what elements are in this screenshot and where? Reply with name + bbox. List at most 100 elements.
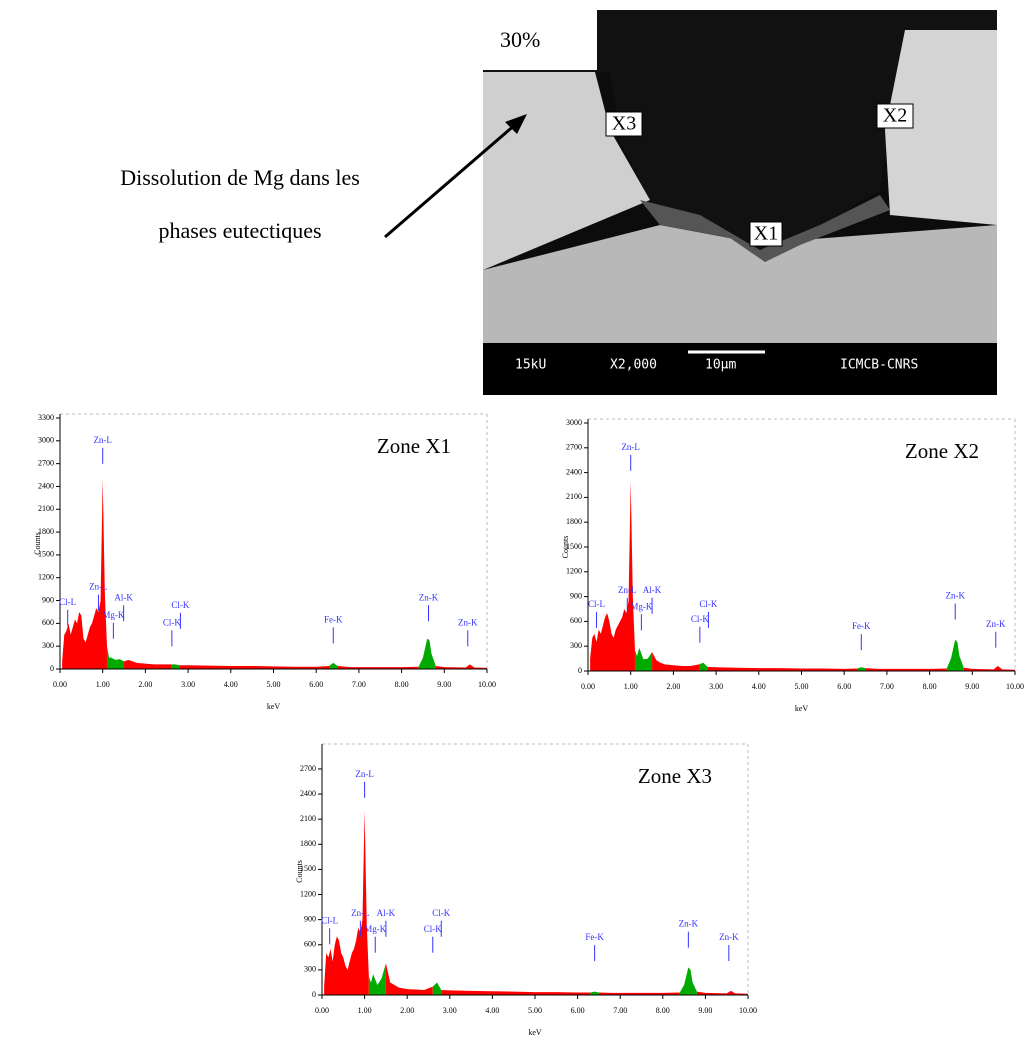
x-tick-label: 5.00 <box>267 680 281 689</box>
y-tick-label: 2400 <box>300 789 316 798</box>
y-tick-label: 1200 <box>38 573 54 582</box>
arrow <box>384 122 517 239</box>
annotation: phases eutectiques <box>158 218 321 243</box>
x-tick-label: 8.00 <box>923 682 937 691</box>
y-tick-label: 2700 <box>38 458 54 467</box>
y-tick-label: 3000 <box>38 436 54 445</box>
x-axis-label: keV <box>528 1028 542 1037</box>
x-tick-label: 1.00 <box>358 1006 372 1015</box>
spectrum-area <box>62 478 487 669</box>
chart-title: Zone X1 <box>377 434 451 458</box>
y-tick-label: 1500 <box>38 550 54 559</box>
peak-label: Cl-K <box>699 599 718 609</box>
x-tick-label: 7.00 <box>613 1006 627 1015</box>
x-tick-label: 7.00 <box>352 680 366 689</box>
x-axis-label: keV <box>795 704 809 713</box>
peak-label: Zn-K <box>458 617 478 627</box>
y-tick-label: 300 <box>570 641 582 650</box>
y-tick-label: 900 <box>304 914 316 923</box>
x-tick-label: 4.00 <box>224 680 238 689</box>
x-tick-label: 5.00 <box>528 1006 542 1015</box>
x-tick-label: 0.00 <box>315 1006 329 1015</box>
y-tick-label: 600 <box>42 618 54 627</box>
x-tick-label: 6.00 <box>309 680 323 689</box>
y-tick-label: 2400 <box>566 467 582 476</box>
y-tick-label: 1200 <box>566 567 582 576</box>
peak-label: Mg-K <box>364 924 386 934</box>
peak-label: Zn-K <box>986 619 1006 629</box>
x-tick-label: 2.00 <box>400 1006 414 1015</box>
peak-label: Zn-L <box>351 908 370 918</box>
x-tick-label: 4.00 <box>485 1006 499 1015</box>
sem-magnification: X2,000 <box>610 358 657 373</box>
sem-phase <box>885 30 997 225</box>
y-tick-label: 1500 <box>300 864 316 873</box>
y-tick-label: 1500 <box>566 542 582 551</box>
spectrum-area <box>590 480 1015 671</box>
x-tick-label: 10.00 <box>1006 682 1024 691</box>
peak-label: Cl-K <box>691 614 710 624</box>
peak-label: Mg-K <box>102 610 124 620</box>
peak-label: Al-K <box>114 592 133 602</box>
y-tick-label: 0 <box>312 990 316 999</box>
peak-label: Zn-K <box>945 591 965 601</box>
marker-box <box>605 111 643 137</box>
x-tick-label: 0.00 <box>581 682 595 691</box>
peak-label: Cl-K <box>163 617 182 627</box>
peak-label: Cl-L <box>321 915 338 925</box>
peak-label: Zn-K <box>419 592 439 602</box>
y-tick-label: 600 <box>570 616 582 625</box>
sem-lab: ICMCB-CNRS <box>840 358 918 373</box>
sem-phase <box>483 72 650 270</box>
sem-reaction-layer <box>640 195 890 262</box>
y-tick-label: 2400 <box>38 481 54 490</box>
x-tick-label: 2.00 <box>666 682 680 691</box>
peak-label: Cl-L <box>588 599 605 609</box>
chart-title: Zone X2 <box>905 439 979 463</box>
peak-label: Cl-K <box>171 600 190 610</box>
peak-label: Fe-K <box>585 932 604 942</box>
x-tick-label: 5.00 <box>795 682 809 691</box>
y-tick-label: 1800 <box>300 839 316 848</box>
peak-label: Zn-L <box>355 769 374 779</box>
peak-label: Al-K <box>377 908 396 918</box>
y-tick-label: 2700 <box>300 764 316 773</box>
x-tick-label: 8.00 <box>395 680 409 689</box>
peak-label: Cl-K <box>424 924 443 934</box>
y-axis-label: Counts <box>33 532 42 555</box>
peak-label: Zn-L <box>93 435 112 445</box>
y-tick-label: 0 <box>50 664 54 673</box>
y-tick-label: 3300 <box>38 413 54 422</box>
x-tick-label: 9.00 <box>437 680 451 689</box>
x-tick-label: 8.00 <box>656 1006 670 1015</box>
y-tick-label: 0 <box>578 666 582 675</box>
marker-box <box>876 103 914 129</box>
y-tick-label: 2100 <box>38 504 54 513</box>
x-tick-label: 4.00 <box>752 682 766 691</box>
peak-label: Zn-L <box>89 582 108 592</box>
peak-label: Mg-K <box>630 601 652 611</box>
peak-label: Zn-L <box>621 442 640 452</box>
x-tick-label: 0.00 <box>53 680 67 689</box>
y-tick-label: 900 <box>570 591 582 600</box>
marker-label: X1 <box>754 223 778 245</box>
annotation: Dissolution de Mg dans les <box>120 165 360 190</box>
y-tick-label: 2100 <box>566 492 582 501</box>
spectrum-chart: 0 300 600 900 1200 1500 1800 2100 2400 2700 3000 33… <box>33 413 496 711</box>
y-tick-label: 2100 <box>300 814 316 823</box>
peak-label: Al-K <box>643 585 662 595</box>
marker-label: X2 <box>883 105 907 127</box>
x-tick-label: 10.00 <box>739 1006 757 1015</box>
y-tick-label: 900 <box>42 595 54 604</box>
y-axis-label: Counts <box>561 536 570 559</box>
chart-title: Zone X3 <box>638 764 712 788</box>
x-tick-label: 3.00 <box>181 680 195 689</box>
y-tick-label: 1200 <box>300 889 316 898</box>
peak-label: Cl-L <box>59 597 76 607</box>
peak-label: Zn-L <box>618 585 637 595</box>
y-tick-label: 300 <box>304 965 316 974</box>
peak-label: Fe-K <box>852 621 871 631</box>
marker-box <box>749 221 783 247</box>
y-tick-label: 3000 <box>566 418 582 427</box>
